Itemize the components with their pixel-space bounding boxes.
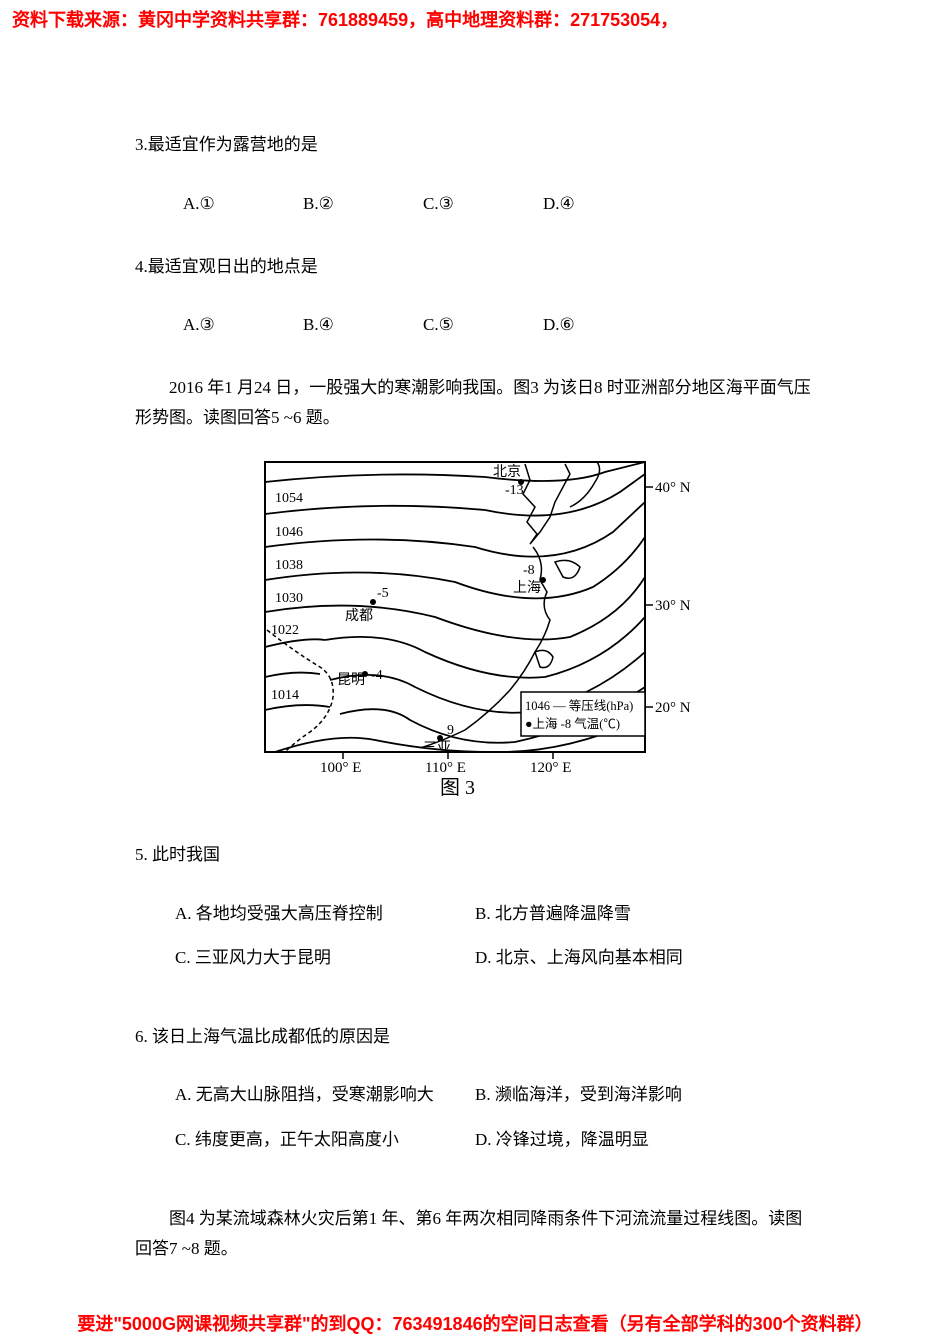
city-shanghai: 上海 xyxy=(513,580,541,596)
city-chengdu: 成都 xyxy=(345,608,373,624)
page-content: 3.最适宜作为露营地的是 A.① B.② C.③ D.④ 4.最适宜观日出的地点… xyxy=(135,130,815,1264)
lat-label: 30° N xyxy=(655,598,691,614)
question-4: 4.最适宜观日出的地点是 xyxy=(135,252,815,283)
q6-opt-b: B. 濒临海洋，受到海洋影响 xyxy=(475,1080,775,1111)
question-5-options: A. 各地均受强大高压脊控制 B. 北方普遍降温降雪 C. 三亚风力大于昆明 D… xyxy=(135,899,815,988)
isobar-label: 1054 xyxy=(275,491,303,506)
question-3: 3.最适宜作为露营地的是 xyxy=(135,130,815,161)
q6-opt-c: C. 纬度更高，正午太阳高度小 xyxy=(175,1125,475,1156)
lat-label: 20° N xyxy=(655,700,691,716)
q3-opt-b: B.② xyxy=(303,189,423,220)
lon-label: 100° E xyxy=(320,760,361,776)
q5-opt-b: B. 北方普遍降温降雪 xyxy=(475,899,775,930)
city-beijing-temp: -13 xyxy=(505,483,524,498)
q5-opt-d: D. 北京、上海风向基本相同 xyxy=(475,943,775,974)
isobar-label: 1030 xyxy=(275,591,303,606)
header-banner: 资料下载来源：黄冈中学资料共享群：761889459，高中地理资料群：27175… xyxy=(0,0,950,40)
isobar-label: 1038 xyxy=(275,558,303,573)
legend-line1: 1046 — 等压线(hPa) xyxy=(525,698,633,713)
city-sanya: 三亚 xyxy=(423,741,451,756)
q4-opt-a: A.③ xyxy=(183,310,303,341)
q4-opt-b: B.④ xyxy=(303,310,423,341)
passage-1: 2016 年1 月24 日，一股强大的寒潮影响我国。图3 为该日8 时亚洲部分地… xyxy=(135,373,815,434)
lon-label: 120° E xyxy=(530,760,571,776)
footer-banner: 要进"5000G网课视频共享群"的到QQ：763491846的空间日志查看（另有… xyxy=(0,1308,950,1340)
city-shanghai-temp: -8 xyxy=(523,563,535,578)
city-kunming: 昆明 xyxy=(337,673,365,688)
question-6-options: A. 无高大山脉阻挡，受寒潮影响大 B. 濒临海洋，受到海洋影响 C. 纬度更高… xyxy=(135,1080,815,1169)
question-3-options: A.① B.② C.③ D.④ xyxy=(135,189,815,220)
passage-2: 图4 为某流域森林火灾后第1 年、第6 年两次相同降雨条件下河流流量过程线图。读… xyxy=(135,1204,815,1265)
q3-opt-c: C.③ xyxy=(423,189,543,220)
question-5: 5. 此时我国 xyxy=(135,840,815,871)
q6-opt-a: A. 无高大山脉阻挡，受寒潮影响大 xyxy=(175,1080,475,1111)
figure-3-container: 1054 1046 1038 1030 1022 1014 40° N 30° … xyxy=(135,452,815,812)
figure-caption: 图 3 xyxy=(440,777,475,799)
city-kunming-temp: -4 xyxy=(371,668,383,683)
city-beijing: 北京 xyxy=(493,464,521,480)
q5-opt-a: A. 各地均受强大高压脊控制 xyxy=(175,899,475,930)
isobar-label: 1014 xyxy=(271,688,299,703)
q4-opt-c: C.⑤ xyxy=(423,310,543,341)
city-chengdu-temp: -5 xyxy=(377,586,389,601)
q5-opt-c: C. 三亚风力大于昆明 xyxy=(175,943,475,974)
city-sanya-temp: 9 xyxy=(447,723,454,738)
q6-opt-d: D. 冷锋过境，降温明显 xyxy=(475,1125,775,1156)
lat-label: 40° N xyxy=(655,480,691,496)
isobar-label: 1046 xyxy=(275,525,303,540)
legend-line2: ●上海 -8 气温(℃) xyxy=(525,716,620,731)
q4-opt-d: D.⑥ xyxy=(543,310,663,341)
q3-opt-a: A.① xyxy=(183,189,303,220)
isobar-label: 1022 xyxy=(271,623,299,638)
question-4-options: A.③ B.④ C.⑤ D.⑥ xyxy=(135,310,815,341)
q3-opt-d: D.④ xyxy=(543,189,663,220)
weather-map: 1054 1046 1038 1030 1022 1014 40° N 30° … xyxy=(225,452,725,812)
lon-label: 110° E xyxy=(425,760,466,776)
question-6: 6. 该日上海气温比成都低的原因是 xyxy=(135,1022,815,1053)
